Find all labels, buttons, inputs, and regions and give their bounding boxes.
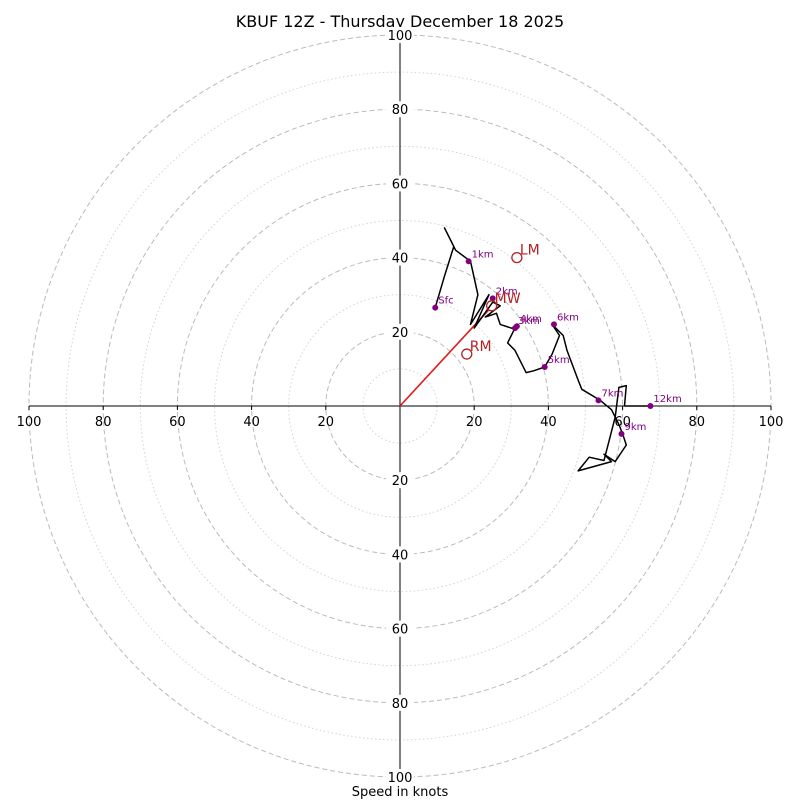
height-label-1km: 1km <box>472 249 494 260</box>
height-label-6km: 6km <box>557 312 579 323</box>
storm-motion-marker-RM <box>461 348 473 360</box>
tick-labels: 20 20 20 20 40 40 40 40 60 60 60 60 80 80 80 80 100 100 10… <box>17 27 784 786</box>
storm-motion-label-LM: LM <box>520 243 540 259</box>
height-point-6km <box>550 321 557 328</box>
x-tick-label: 100 <box>759 415 784 430</box>
y-tick-label: 100 <box>388 29 413 44</box>
height-label-9km: 9km <box>624 422 646 433</box>
storm-motion-label-RM: RM <box>470 339 492 355</box>
y-tick-label-bg <box>386 769 414 785</box>
y-tick-label-bg <box>386 620 414 637</box>
y-tick-label: 20 <box>392 326 409 341</box>
height-label-12km: 12km <box>653 394 681 405</box>
height-point-Sfc <box>432 304 439 311</box>
x-tick-label: 100 <box>17 415 42 430</box>
x-tick-label: 40 <box>540 415 557 430</box>
height-point-5km <box>541 364 548 371</box>
shear-vector-layer <box>399 308 490 407</box>
x-axis-label: Speed in knots <box>352 785 449 800</box>
y-tick-label: 80 <box>392 697 409 712</box>
height-label-4km: 4km <box>520 314 542 325</box>
y-tick-label-bg <box>386 546 414 563</box>
y-tick-label: 80 <box>392 103 409 118</box>
x-tick-label: 20 <box>318 415 335 430</box>
x-tick-label: 80 <box>95 415 112 430</box>
x-tick-label: 60 <box>169 415 186 430</box>
y-tick-label-bg <box>386 472 414 489</box>
storm-motion-label-MW: MW <box>495 291 521 307</box>
y-tick-label-bg <box>386 27 414 43</box>
y-tick-label: 60 <box>392 623 409 638</box>
bulk-shear-vector <box>399 308 490 407</box>
y-tick-label-bg <box>386 175 414 192</box>
height-label-3km: 3km <box>518 316 540 327</box>
storm-motion-layer: RM LM MW <box>461 243 540 360</box>
height-label-2km: 2km <box>496 286 518 297</box>
height-point-1km <box>465 258 472 265</box>
y-tick-label: 100 <box>388 771 413 786</box>
height-point-9km <box>618 430 625 437</box>
chart-title: KBUF 12Z - Thursday December 18 2025 <box>236 12 564 31</box>
height-point-12km <box>647 403 654 409</box>
y-tick-label-bg <box>386 694 414 711</box>
storm-motion-marker-MW <box>485 300 498 312</box>
height-point-7km <box>595 397 602 404</box>
y-tick-label: 20 <box>392 474 409 489</box>
y-tick-label: 40 <box>392 252 409 267</box>
y-tick-label-bg <box>386 249 414 266</box>
hodograph-trace-layer <box>434 227 651 472</box>
y-tick-label-bg <box>386 323 414 340</box>
y-tick-label: 60 <box>392 177 409 192</box>
height-point-4km <box>513 323 520 330</box>
height-label-5km: 5km <box>548 355 570 366</box>
x-tick-label: 80 <box>689 415 706 430</box>
y-tick-label: 40 <box>392 548 409 563</box>
height-label-7km: 7km <box>601 388 623 399</box>
hodograph-trace <box>434 227 651 472</box>
height-point-2km <box>489 295 496 302</box>
x-tick-label: 60 <box>614 415 631 430</box>
x-tick-label: 20 <box>466 415 483 430</box>
y-tick-label-bg <box>386 101 414 118</box>
storm-motion-marker-LM <box>511 251 523 264</box>
height-label-Sfc: Sfc <box>438 296 453 307</box>
x-tick-label: 40 <box>243 415 260 430</box>
